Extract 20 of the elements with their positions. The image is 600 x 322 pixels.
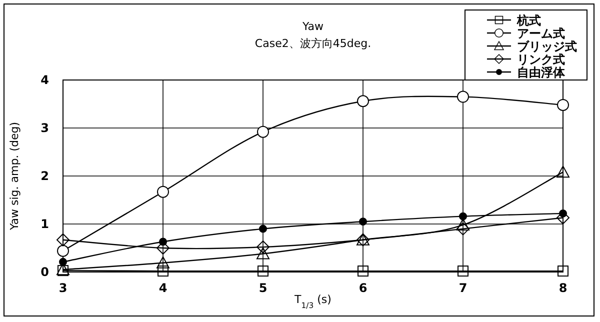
legend-label: リンク式 — [517, 52, 565, 66]
chart-subtitle: Case2、波方向45deg. — [254, 37, 372, 50]
chart-title: Yaw — [302, 20, 324, 33]
y-tick-label: 3 — [40, 121, 49, 135]
y-axis-title: Yaw sig. amp. (deg) — [8, 122, 21, 231]
x-tick-label: 8 — [558, 281, 568, 295]
legend-label: ブリッジ式 — [517, 40, 577, 54]
legend-label: アーム式 — [517, 26, 565, 40]
x-tick-label: 3 — [58, 281, 68, 295]
x-tick-label: 5 — [258, 281, 268, 295]
y-tick-label: 1 — [40, 217, 49, 231]
y-tick-label: 2 — [40, 169, 49, 183]
y-tick-label: 0 — [40, 265, 49, 279]
legend-label: 自由浮体 — [517, 66, 566, 80]
x-tick-label: 7 — [458, 281, 468, 295]
x-tick-label: 4 — [158, 281, 168, 295]
x-axis-title: T$_{1/3}$ (s) — [294, 293, 332, 310]
y-tick-label: 4 — [40, 73, 49, 87]
x-tick-label: 6 — [358, 281, 368, 295]
legend-label: 杭式 — [516, 14, 541, 28]
